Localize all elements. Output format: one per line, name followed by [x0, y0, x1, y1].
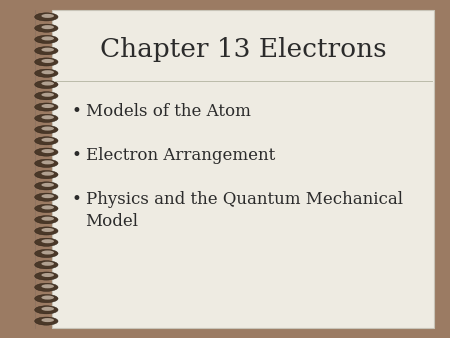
- Ellipse shape: [41, 307, 54, 311]
- Text: Chapter 13 Electrons: Chapter 13 Electrons: [100, 37, 386, 62]
- Ellipse shape: [41, 250, 54, 255]
- Ellipse shape: [35, 317, 58, 325]
- Ellipse shape: [35, 92, 58, 100]
- Ellipse shape: [41, 93, 54, 97]
- Ellipse shape: [35, 47, 58, 55]
- Text: Physics and the Quantum Mechanical: Physics and the Quantum Mechanical: [86, 191, 402, 208]
- Ellipse shape: [41, 138, 54, 142]
- Ellipse shape: [41, 318, 54, 322]
- Text: •: •: [72, 103, 81, 120]
- Ellipse shape: [35, 227, 58, 235]
- Ellipse shape: [41, 14, 54, 18]
- Ellipse shape: [35, 238, 58, 246]
- Ellipse shape: [41, 115, 54, 119]
- Ellipse shape: [35, 114, 58, 122]
- Ellipse shape: [35, 306, 58, 314]
- FancyBboxPatch shape: [52, 10, 434, 328]
- Ellipse shape: [35, 249, 58, 258]
- Text: Models of the Atom: Models of the Atom: [86, 103, 250, 120]
- Ellipse shape: [35, 283, 58, 291]
- Text: Electron Arrangement: Electron Arrangement: [86, 147, 275, 164]
- Ellipse shape: [41, 81, 54, 86]
- Ellipse shape: [41, 172, 54, 176]
- Text: •: •: [72, 191, 81, 208]
- Ellipse shape: [35, 148, 58, 156]
- Ellipse shape: [35, 13, 58, 21]
- Ellipse shape: [41, 25, 54, 29]
- Ellipse shape: [41, 239, 54, 243]
- Ellipse shape: [41, 70, 54, 74]
- Ellipse shape: [35, 171, 58, 179]
- Ellipse shape: [35, 261, 58, 269]
- Text: •: •: [72, 147, 81, 164]
- Ellipse shape: [35, 216, 58, 224]
- Ellipse shape: [41, 194, 54, 198]
- Ellipse shape: [35, 69, 58, 77]
- Ellipse shape: [35, 204, 58, 213]
- Ellipse shape: [41, 48, 54, 52]
- Ellipse shape: [35, 182, 58, 190]
- Ellipse shape: [35, 103, 58, 111]
- Ellipse shape: [35, 80, 58, 89]
- Ellipse shape: [35, 137, 58, 145]
- Ellipse shape: [35, 159, 58, 167]
- Ellipse shape: [41, 37, 54, 41]
- Ellipse shape: [41, 126, 54, 130]
- Ellipse shape: [41, 217, 54, 221]
- Ellipse shape: [35, 125, 58, 134]
- Text: Model: Model: [86, 213, 139, 230]
- Ellipse shape: [35, 58, 58, 66]
- Ellipse shape: [41, 160, 54, 164]
- Ellipse shape: [41, 59, 54, 63]
- Ellipse shape: [41, 295, 54, 299]
- Ellipse shape: [41, 284, 54, 288]
- Ellipse shape: [35, 24, 58, 32]
- Ellipse shape: [41, 104, 54, 108]
- Ellipse shape: [41, 273, 54, 277]
- Ellipse shape: [35, 35, 58, 44]
- Ellipse shape: [35, 193, 58, 201]
- Ellipse shape: [41, 183, 54, 187]
- Ellipse shape: [41, 149, 54, 153]
- Ellipse shape: [35, 294, 58, 303]
- Ellipse shape: [41, 228, 54, 232]
- Ellipse shape: [41, 206, 54, 210]
- Ellipse shape: [35, 272, 58, 280]
- Ellipse shape: [41, 262, 54, 266]
